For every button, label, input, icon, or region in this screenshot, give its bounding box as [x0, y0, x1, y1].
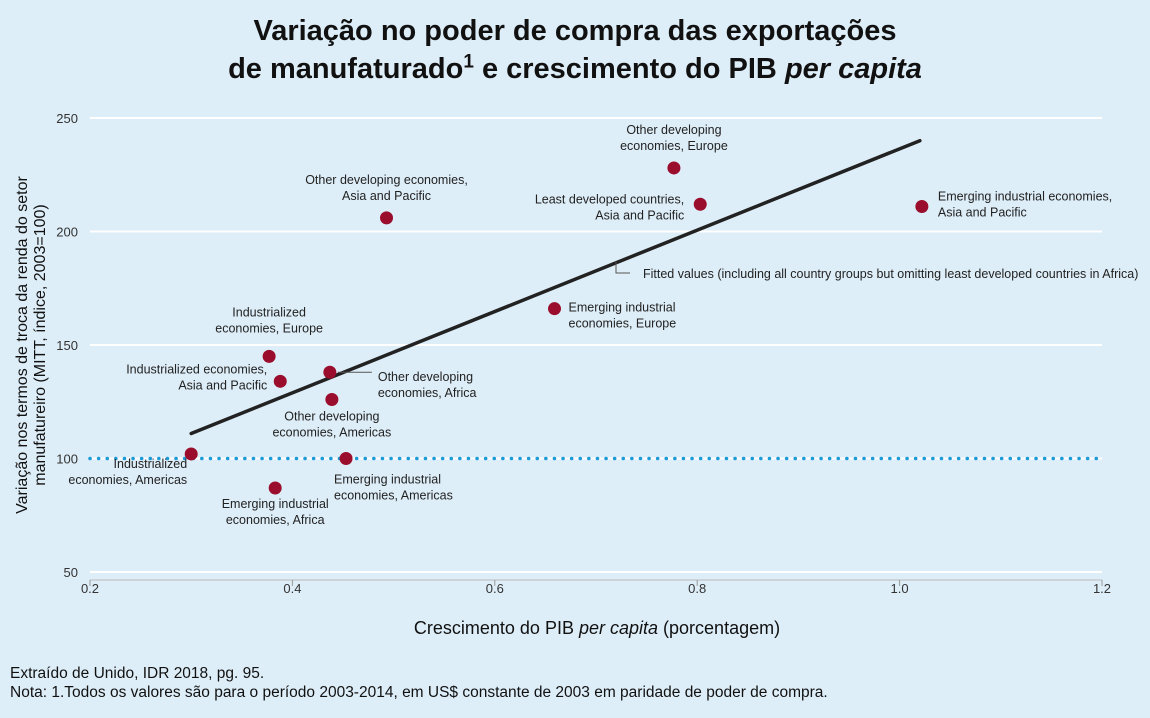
data-point: [915, 200, 929, 214]
data-point: [184, 447, 198, 461]
data-point: [323, 365, 337, 379]
fit-line: [189, 138, 922, 436]
x-axis-label-b: per capita: [578, 618, 659, 638]
data-point: [693, 197, 707, 211]
x-tick-label: 1.0: [891, 581, 909, 596]
point-layer: [184, 161, 929, 495]
x-tick-label: 0.2: [81, 581, 99, 596]
chart-title: Variação no poder de compra das exportaç…: [0, 12, 1150, 88]
x-axis-label: Crescimento do PIB per capita (porcentag…: [90, 618, 1104, 639]
title-line-2-part-b: e crescimento do PIB: [473, 53, 785, 85]
point-label: Least developed countries, Asia and Pacif…: [535, 192, 684, 222]
point-label: Emerging industrial economies, Europe: [569, 301, 677, 331]
data-point: [325, 392, 339, 406]
title-line-1: Variação no poder de compra das exportaç…: [253, 15, 897, 47]
y-tick-label: 200: [56, 225, 78, 240]
point-label: Other developing economies, Americas: [272, 409, 391, 439]
x-axis-label-a: Crescimento do PIB: [413, 618, 579, 638]
data-point: [548, 302, 562, 316]
data-point: [273, 374, 287, 388]
data-point: [268, 481, 282, 495]
x-tick-label: 0.6: [486, 581, 504, 596]
point-label: Other developing economies, Africa: [378, 370, 477, 400]
point-label: Emerging industrial economies, Asia and P…: [938, 190, 1112, 220]
data-point: [380, 211, 394, 225]
y-axis-label: Variação nos termos de troca da renda do…: [14, 176, 49, 514]
y-tick-label: 100: [56, 452, 78, 467]
fit-line-callout: [615, 262, 630, 274]
label-layer: Fitted values (including all country gro…: [68, 123, 1138, 527]
data-point: [667, 161, 681, 175]
fit-line-layer: [189, 138, 922, 436]
footer-source: Extraído de Unido, IDR 2018, pg. 95.: [10, 665, 265, 682]
point-label: Industrialized economies, Europe: [215, 305, 323, 335]
title-line-2-part-c: per capita: [784, 53, 922, 85]
title-footnote-marker: 1: [463, 51, 474, 73]
fit-line-label: Fitted values (including all country gro…: [643, 267, 1138, 281]
y-tick-label: 250: [56, 111, 78, 126]
footer: Extraído de Unido, IDR 2018, pg. 95. Not…: [10, 664, 828, 702]
tick-layer: 50 100 150 200 250 0.2 0.4 0.6 0.8 1.0 1.2: [56, 111, 1111, 596]
title-line-2: de manufaturado1 e crescimento do PIB pe…: [0, 50, 1150, 88]
x-tick-label: 1.2: [1093, 581, 1111, 596]
point-label: Industrialized economies, Asia and Pacifi…: [126, 362, 267, 392]
point-label: Industrialized economies, Americas: [68, 457, 187, 487]
point-label: Other developing economies, Europe: [620, 123, 728, 153]
title-line-2-part-a: de manufaturado: [228, 53, 464, 85]
point-label: Emerging industrial economies, Africa: [222, 497, 329, 527]
point-label: Emerging industrial economies, Americas: [334, 473, 453, 503]
footer-note: Nota: 1.Todos os valores são para o perí…: [10, 684, 828, 701]
x-tick-label: 0.8: [688, 581, 706, 596]
x-tick-label: 0.4: [283, 581, 301, 596]
y-tick-label: 150: [56, 338, 78, 353]
x-axis-label-c: (porcentagem): [658, 618, 781, 638]
y-tick-label: 50: [64, 565, 78, 580]
data-point: [262, 349, 276, 363]
point-label: Other developing economies, Asia and Paci…: [305, 173, 468, 203]
data-point: [339, 452, 353, 465]
